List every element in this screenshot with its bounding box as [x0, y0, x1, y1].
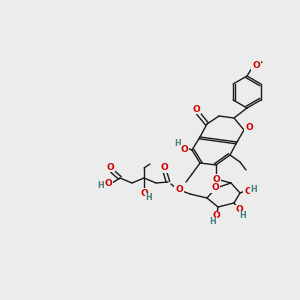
Text: O: O	[245, 124, 253, 133]
Text: O: O	[180, 146, 188, 154]
Text: H: H	[210, 218, 216, 226]
Text: H: H	[175, 140, 182, 148]
Text: H: H	[250, 185, 257, 194]
Text: O: O	[104, 179, 112, 188]
Text: O: O	[212, 212, 220, 220]
Text: O: O	[252, 61, 260, 70]
Text: O: O	[212, 175, 220, 184]
Text: H: H	[240, 212, 246, 220]
Text: O: O	[140, 188, 148, 197]
Text: O: O	[192, 104, 200, 113]
Text: O: O	[235, 206, 243, 214]
Text: O: O	[211, 184, 219, 193]
Text: H: H	[146, 194, 152, 202]
Text: O: O	[160, 164, 168, 172]
Text: O: O	[244, 187, 252, 196]
Text: O: O	[106, 163, 114, 172]
Text: H: H	[98, 181, 104, 190]
Text: O: O	[175, 185, 183, 194]
